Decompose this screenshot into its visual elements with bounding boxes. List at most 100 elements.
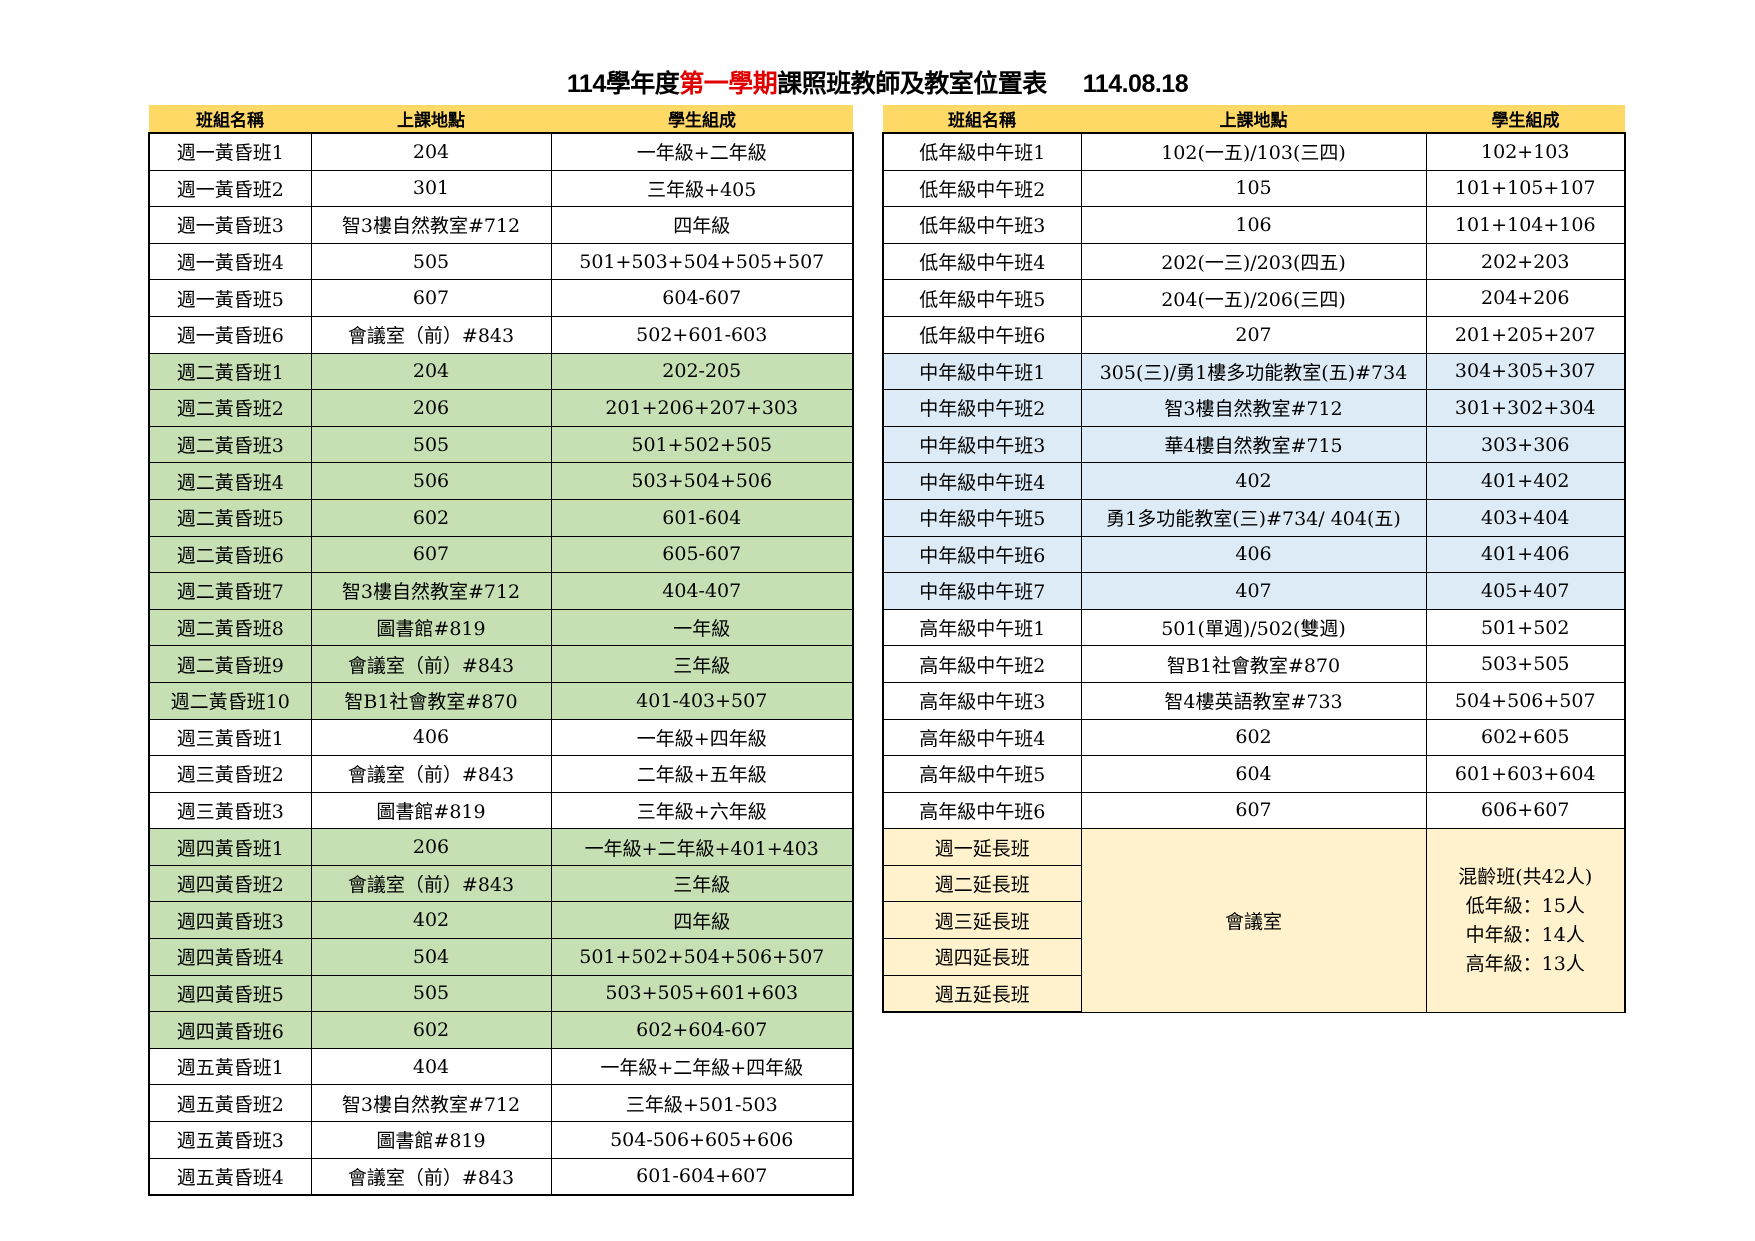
table-row: 週一黃昏班4 505 501+503+504+505+507 xyxy=(148,242,854,281)
location-cell: 智3樓自然教室#712 xyxy=(310,206,552,244)
class-name-cell: 週一黃昏班1 xyxy=(148,131,312,171)
location-cell: 會議室（前）#843 xyxy=(310,864,552,903)
class-name-cell: 週五黃昏班4 xyxy=(148,1157,312,1197)
class-name-cell: 週四黃昏班5 xyxy=(148,974,312,1013)
class-name-cell: 週四黃昏班1 xyxy=(148,828,312,866)
class-name-cell: 週二黃昏班4 xyxy=(148,462,312,500)
location-cell: 402 xyxy=(310,901,552,940)
composition-line: 高年級：13人 xyxy=(1465,952,1585,975)
location-cell: 505 xyxy=(310,242,552,281)
students-cell: 混齡班(共42人) 低年級：15人 中年級：14人 高年級：13人 xyxy=(1425,828,1626,1013)
students-cell: 503+505+601+603 xyxy=(550,974,854,1013)
location-cell: 圖書館#819 xyxy=(310,791,552,830)
class-name-cell: 高年級中午班5 xyxy=(882,755,1082,793)
evening-class-table: 班組名稱 上課地點 學生組成 週一黃昏班1 204 一年級+二年級 週一黃昏班2 301… xyxy=(148,105,854,1197)
title-suffix: 課照班教師及教室位置表 xyxy=(777,70,1047,98)
table-row: 週二黃昏班5 602 601-604 xyxy=(148,498,854,537)
class-name-cell: 週一黃昏班5 xyxy=(148,279,312,317)
students-cell: 403+404 xyxy=(1425,498,1626,537)
location-cell: 智4樓英語教室#733 xyxy=(1080,681,1427,720)
table-row: 中年級中午班4 402 401+402 xyxy=(882,462,1626,500)
students-cell: 101+105+107 xyxy=(1425,169,1626,208)
students-cell: 三年級+501-503 xyxy=(550,1084,854,1123)
table-row: 中年級中午班6 406 401+406 xyxy=(882,535,1626,574)
table-row: 低年級中午班2 105 101+105+107 xyxy=(882,169,1626,208)
location-cell: 404 xyxy=(310,1047,552,1086)
location-cell: 204 xyxy=(310,352,552,391)
location-cell: 會議室（前）#843 xyxy=(310,1157,552,1197)
table-row: 高年級中午班3 智4樓英語教室#733 504+506+507 xyxy=(882,681,1626,720)
class-name-cell: 週一延長班 xyxy=(882,828,1082,866)
students-cell: 401+402 xyxy=(1425,462,1626,500)
location-cell: 智B1社會教室#870 xyxy=(1080,645,1427,683)
students-cell: 501+503+504+505+507 xyxy=(550,242,854,281)
table-row: 週三黃昏班2 會議室（前）#843 二年級+五年級 xyxy=(148,755,854,793)
table-row: 週四黃昏班4 504 501+502+504+506+507 xyxy=(148,938,854,976)
location-cell: 406 xyxy=(1080,535,1427,574)
class-name-cell: 低年級中午班5 xyxy=(882,279,1082,317)
students-cell: 三年級 xyxy=(550,645,854,683)
class-name-cell: 週二黃昏班6 xyxy=(148,535,312,574)
location-cell: 407 xyxy=(1080,572,1427,610)
composition-line: 中年級：14人 xyxy=(1465,923,1585,946)
students-cell: 四年級 xyxy=(550,901,854,940)
students-cell: 三年級+405 xyxy=(550,169,854,208)
table-row: 週二黃昏班3 505 501+502+505 xyxy=(148,425,854,464)
table-row: 週二黃昏班8 圖書館#819 一年級 xyxy=(148,608,854,647)
table-row: 週二黃昏班10 智B1社會教室#870 401-403+507 xyxy=(148,681,854,720)
class-name-cell: 中年級中午班2 xyxy=(882,389,1082,427)
table-row: 高年級中午班5 604 601+603+604 xyxy=(882,755,1626,793)
table-row: 週二黃昏班6 607 605-607 xyxy=(148,535,854,574)
page-title: 114學年度第一學期課照班教師及教室位置表 114.08.18 xyxy=(0,64,1755,100)
location-cell: 勇1多功能教室(三)#734/ 404(五) xyxy=(1080,498,1427,537)
location-cell: 607 xyxy=(310,279,552,317)
class-name-cell: 週三黃昏班1 xyxy=(148,718,312,757)
class-name-cell: 高年級中午班1 xyxy=(882,608,1082,647)
table-row: 低年級中午班6 207 201+205+207 xyxy=(882,315,1626,354)
class-name-cell: 低年級中午班3 xyxy=(882,206,1082,244)
class-name-cell: 低年級中午班2 xyxy=(882,169,1082,208)
class-name-cell: 週一黃昏班6 xyxy=(148,315,312,354)
table-row: 週四黃昏班3 402 四年級 xyxy=(148,901,854,940)
students-cell: 605-607 xyxy=(550,535,854,574)
location-cell: 圖書館#819 xyxy=(310,1121,552,1159)
students-cell: 一年級+四年級 xyxy=(550,718,854,757)
location-cell: 智B1社會教室#870 xyxy=(310,681,552,720)
table-row: 中年級中午班7 407 405+407 xyxy=(882,572,1626,610)
students-cell: 405+407 xyxy=(1425,572,1626,610)
students-cell: 201+206+207+303 xyxy=(550,389,854,427)
students-cell: 504-506+605+606 xyxy=(550,1121,854,1159)
class-name-cell: 週五延長班 xyxy=(882,974,1082,1014)
students-cell: 四年級 xyxy=(550,206,854,244)
students-cell: 404-407 xyxy=(550,572,854,610)
location-cell: 華4樓自然教室#715 xyxy=(1080,425,1427,464)
location-cell: 會議室（前）#843 xyxy=(310,315,552,354)
location-cell: 204 xyxy=(310,131,552,171)
students-cell: 一年級+二年級+四年級 xyxy=(550,1047,854,1086)
location-cell: 會議室（前）#843 xyxy=(310,755,552,793)
students-cell: 101+104+106 xyxy=(1425,206,1626,244)
noon-class-table: 班組名稱 上課地點 學生組成 低年級中午班1 102(一五)/103(三四) 102… xyxy=(882,105,1626,1014)
class-name-cell: 週二黃昏班3 xyxy=(148,425,312,464)
students-cell: 502+601-603 xyxy=(550,315,854,354)
students-cell: 102+103 xyxy=(1425,131,1626,171)
students-cell: 501+502+505 xyxy=(550,425,854,464)
students-cell: 401-403+507 xyxy=(550,681,854,720)
location-cell: 604 xyxy=(1080,755,1427,793)
location-cell: 204(一五)/206(三四) xyxy=(1080,279,1427,317)
class-name-cell: 中年級中午班4 xyxy=(882,462,1082,500)
table-row: 中年級中午班3 華4樓自然教室#715 303+306 xyxy=(882,425,1626,464)
location-cell: 106 xyxy=(1080,206,1427,244)
table-row: 週三黃昏班3 圖書館#819 三年級+六年級 xyxy=(148,791,854,830)
location-cell: 402 xyxy=(1080,462,1427,500)
class-name-cell: 週二黃昏班7 xyxy=(148,572,312,610)
location-cell: 智3樓自然教室#712 xyxy=(1080,389,1427,427)
table-row: 週一黃昏班3 智3樓自然教室#712 四年級 xyxy=(148,206,854,244)
class-name-cell: 低年級中午班4 xyxy=(882,242,1082,281)
class-name-cell: 週三黃昏班3 xyxy=(148,791,312,830)
location-cell: 206 xyxy=(310,389,552,427)
class-name-cell: 週二黃昏班9 xyxy=(148,645,312,683)
location-cell: 202(一三)/203(四五) xyxy=(1080,242,1427,281)
location-cell: 301 xyxy=(310,169,552,208)
table-row: 中年級中午班2 智3樓自然教室#712 301+302+304 xyxy=(882,389,1626,427)
